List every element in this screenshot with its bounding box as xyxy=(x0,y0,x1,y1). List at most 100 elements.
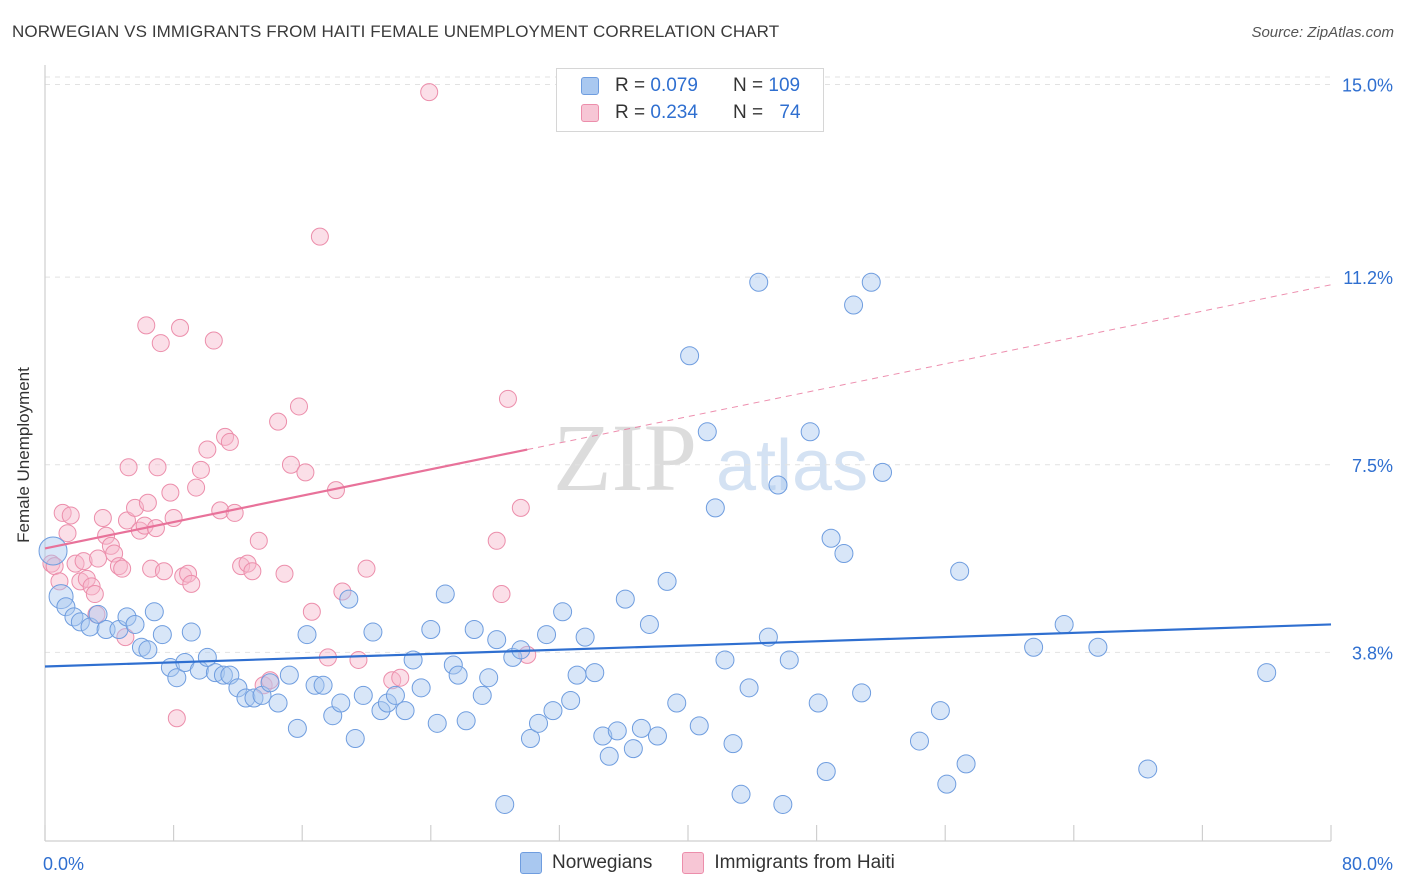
source-label: Source: ZipAtlas.com xyxy=(1251,24,1394,41)
tick-labels: 3.8% 7.5% 11.2% 15.0% 0.0% 80.0% xyxy=(43,76,1393,875)
haiti-point xyxy=(349,650,368,669)
norwegians-legend-swatch xyxy=(520,852,542,874)
norwegian-point xyxy=(487,630,507,650)
norwegian-point xyxy=(297,625,317,645)
norwegian-point xyxy=(144,602,164,622)
norwegian-point xyxy=(937,774,957,794)
legend-item-norwegians[interactable]: Norwegians xyxy=(520,852,652,874)
haiti-point xyxy=(116,628,135,647)
norwegian-point xyxy=(615,589,635,609)
haiti-point xyxy=(113,559,132,578)
haiti-point xyxy=(243,562,262,581)
haiti-point xyxy=(204,331,223,350)
haiti-point xyxy=(357,559,376,578)
norwegian-point xyxy=(363,622,383,642)
norwegian-point xyxy=(816,761,836,781)
norwegian-point xyxy=(607,721,627,741)
norwegian-point xyxy=(495,794,515,814)
norwegian-point xyxy=(956,754,976,774)
norwegian-point xyxy=(38,536,68,566)
y-tick-label: 11.2% xyxy=(1343,268,1393,288)
norwegian-point xyxy=(697,422,717,442)
haiti-point xyxy=(138,493,157,512)
norwegian-point xyxy=(1088,637,1108,657)
norwegian-point xyxy=(705,498,725,518)
legend-item-haiti[interactable]: Immigrants from Haiti xyxy=(682,852,895,874)
norwegian-point xyxy=(852,683,872,703)
r-label: R = xyxy=(615,102,651,123)
stats-row-haiti: R = 0.234 N = 74 xyxy=(581,102,801,124)
norwegian-point xyxy=(667,693,687,713)
norwegian-point xyxy=(1054,614,1074,634)
norwegian-point xyxy=(543,701,563,721)
trend-lines xyxy=(44,284,1332,668)
haiti-point xyxy=(487,531,506,550)
norwegian-point xyxy=(821,528,841,548)
norwegian-point xyxy=(331,693,351,713)
x-tick-label: 0.0% xyxy=(43,854,84,874)
norwegian-point xyxy=(715,650,735,670)
norwegian-point xyxy=(395,701,415,721)
norwegian-point xyxy=(1024,637,1044,657)
norwegian-point xyxy=(861,272,881,292)
norwegian-point xyxy=(553,602,573,622)
norwegian-point xyxy=(593,726,613,746)
haiti-point xyxy=(498,389,517,408)
norwegian-point xyxy=(680,346,700,366)
haiti-point xyxy=(148,458,167,477)
norwegian-point xyxy=(421,620,441,640)
norwegian-point xyxy=(287,718,307,738)
norwegian-point xyxy=(930,701,950,721)
series-legend: Norwegians Immigrants from Haiti xyxy=(520,852,925,874)
haiti-point xyxy=(225,503,244,522)
haiti-point xyxy=(146,519,165,538)
haiti-point xyxy=(296,463,315,482)
norwegian-point xyxy=(48,584,74,610)
r-label: R = xyxy=(615,75,651,96)
norwegian-point xyxy=(411,678,431,698)
haiti-point xyxy=(333,582,352,601)
haiti-point xyxy=(281,455,300,474)
haiti-trend-line xyxy=(44,448,528,550)
haiti-point xyxy=(93,508,112,527)
y-tick-label: 3.8% xyxy=(1352,643,1393,663)
norwegian-point xyxy=(575,627,595,647)
haiti-point xyxy=(167,709,186,728)
n-label: N = xyxy=(733,75,769,96)
norwegian-point xyxy=(117,607,137,627)
norwegian-point xyxy=(950,561,970,581)
norwegian-point xyxy=(88,604,108,624)
haiti-point xyxy=(119,458,138,477)
norwegian-point xyxy=(244,688,264,708)
haiti-legend-swatch xyxy=(682,852,705,874)
norwegian-point xyxy=(599,746,619,766)
norwegian-point xyxy=(268,693,288,713)
haiti-point xyxy=(275,564,294,583)
norwegian-point xyxy=(873,462,893,482)
haiti-point xyxy=(161,483,180,502)
norwegian-point xyxy=(639,614,659,634)
haiti-point xyxy=(198,440,217,459)
norwegian-point xyxy=(464,620,484,640)
haiti-point xyxy=(492,585,511,604)
haiti-point xyxy=(109,557,128,576)
r-value: 0.234 xyxy=(650,102,698,123)
watermark: ZIP atlas xyxy=(553,404,868,511)
norwegian-point xyxy=(427,713,447,733)
norwegian-point xyxy=(537,625,557,645)
norwegian-point xyxy=(834,543,854,563)
norwegian-point xyxy=(768,475,788,495)
haiti-point xyxy=(249,531,268,550)
axes xyxy=(44,65,1332,842)
norwegian-point xyxy=(260,673,280,693)
haiti-point xyxy=(137,316,156,335)
haiti-point xyxy=(216,427,235,446)
haiti-trend-extension xyxy=(527,284,1332,451)
norwegian-point xyxy=(808,693,828,713)
haiti-point xyxy=(74,552,93,571)
norwegian-point xyxy=(345,729,365,749)
norwegian-point xyxy=(371,701,391,721)
norwegian-point xyxy=(181,622,201,642)
haiti-point xyxy=(302,602,321,621)
